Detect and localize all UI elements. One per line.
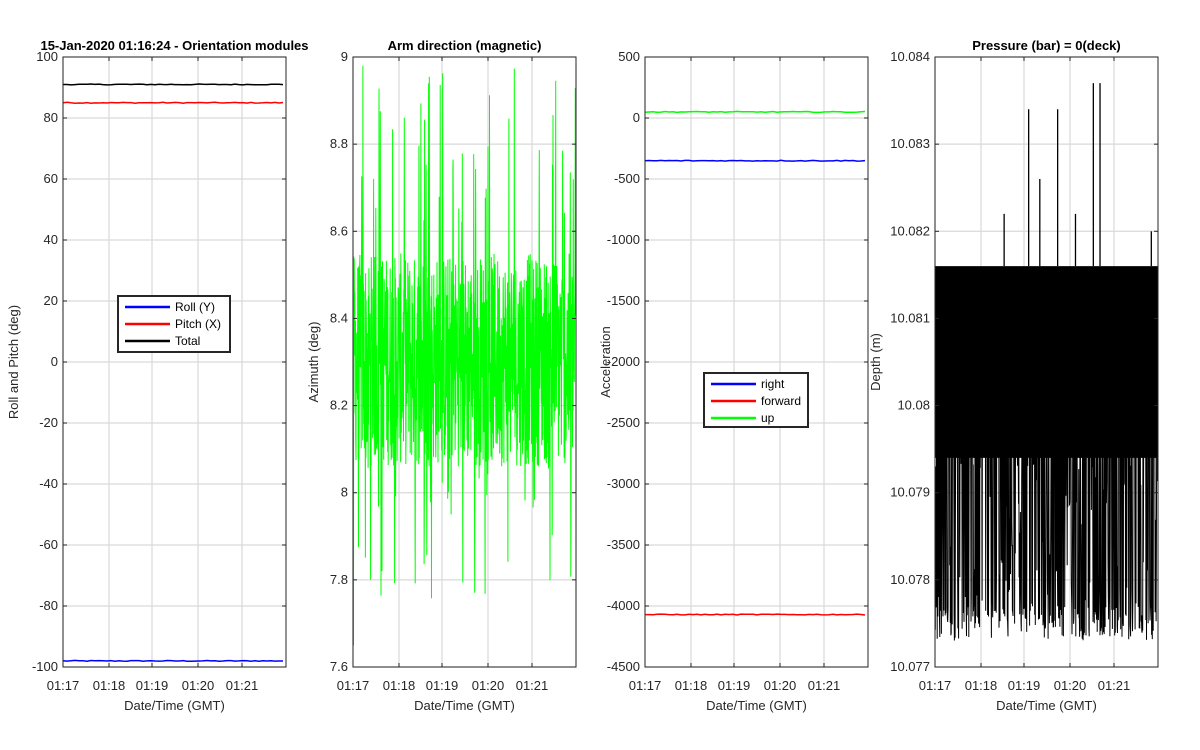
y-tick-label: 20 [44, 293, 58, 308]
y-tick-label: -3500 [607, 537, 640, 552]
x-axis-label: Date/Time (GMT) [706, 698, 807, 713]
series-group [63, 83, 284, 663]
series-line-forward [645, 613, 866, 616]
x-tick-label: 01:18 [675, 678, 708, 693]
x-axis-label: Date/Time (GMT) [124, 698, 225, 713]
x-tick-label: 01:18 [383, 678, 416, 693]
series-group [935, 83, 1158, 641]
legend-label: Total [175, 334, 200, 348]
x-tick-label: 01:19 [1008, 678, 1041, 693]
legend: right forward up [703, 372, 809, 428]
y-tick-label: 10.082 [890, 223, 930, 238]
y-tick-label: 60 [44, 171, 58, 186]
series-group [353, 65, 576, 646]
y-tick-label: 10.078 [890, 572, 930, 587]
y-tick-label: 40 [44, 232, 58, 247]
y-tick-label: 0 [51, 354, 58, 369]
x-tick-label: 01:17 [47, 678, 80, 693]
y-axis-label: Acceleration [598, 326, 613, 398]
y-tick-label: 8 [341, 485, 348, 500]
series-line-total [63, 83, 284, 86]
y-tick-label: -1500 [607, 293, 640, 308]
y-tick-label: 10.08 [897, 398, 930, 413]
y-tick-label: -100 [32, 659, 58, 674]
y-tick-label: -3000 [607, 476, 640, 491]
y-tick-label: -4500 [607, 659, 640, 674]
chart-title: Pressure (bar) = 0(deck) [972, 38, 1120, 53]
legend-label: forward [761, 394, 801, 408]
y-tick-label: -20 [39, 415, 58, 430]
x-tick-label: 01:21 [1098, 678, 1131, 693]
series-line-azimuth [353, 65, 576, 646]
x-tick-label: 01:18 [965, 678, 998, 693]
x-tick-label: 01:21 [226, 678, 259, 693]
series-line-up [645, 110, 866, 114]
y-tick-label: 10.079 [890, 485, 930, 500]
y-tick-label: 8.2 [330, 398, 348, 413]
legend-label: up [761, 411, 775, 425]
y-tick-label: 10.083 [890, 136, 930, 151]
y-tick-label: 7.6 [330, 659, 348, 674]
x-tick-label: 01:20 [1054, 678, 1087, 693]
x-tick-label: 01:20 [764, 678, 797, 693]
axes-frame [352, 56, 577, 668]
legend-label: right [761, 377, 785, 391]
legend: Roll (Y) Pitch (X) Total [117, 295, 231, 353]
y-tick-label: 8.4 [330, 310, 348, 325]
y-tick-label: -1000 [607, 232, 640, 247]
y-tick-label: 100 [36, 49, 58, 64]
y-tick-label: -60 [39, 537, 58, 552]
x-tick-label: 01:21 [808, 678, 841, 693]
legend-label: Pitch (X) [175, 317, 221, 331]
x-tick-label: 01:19 [426, 678, 459, 693]
y-tick-label: -80 [39, 598, 58, 613]
y-tick-label: 500 [618, 49, 640, 64]
chart-2: 7.6 7.8 8 8.2 8.4 8.6 8.8 9 01:17 01:18 01:19 01:20… [306, 38, 577, 713]
series-line-right [645, 159, 866, 162]
y-tick-label: 9 [341, 49, 348, 64]
y-tick-label: 7.8 [330, 572, 348, 587]
x-tick-label: 01:17 [919, 678, 952, 693]
series-line-roll-y- [63, 659, 283, 663]
chart-1: -100 -80 -60 -40 -20 0 20 40 60 80 100 01:17 01:18 01… [6, 38, 309, 713]
x-tick-label: 01:21 [516, 678, 549, 693]
x-tick-label: 01:20 [182, 678, 215, 693]
y-tick-label: -2500 [607, 415, 640, 430]
y-tick-label: 10.081 [890, 310, 930, 325]
series-group [645, 110, 866, 616]
x-tick-label: 01:20 [472, 678, 505, 693]
x-axis-label: Date/Time (GMT) [996, 698, 1097, 713]
x-tick-label: 01:19 [718, 678, 751, 693]
y-axis-label: Depth (m) [868, 333, 883, 391]
x-tick-label: 01:18 [93, 678, 126, 693]
x-tick-label: 01:17 [629, 678, 662, 693]
series-line-pitch-x- [63, 101, 284, 104]
chart-title: 15-Jan-2020 01:16:24 - Orientation modul… [40, 38, 308, 53]
y-tick-label: -2000 [607, 354, 640, 369]
y-tick-label: 10.084 [890, 49, 930, 64]
y-tick-label: 80 [44, 110, 58, 125]
y-tick-label: 8.6 [330, 223, 348, 238]
y-axis-label: Roll and Pitch (deg) [6, 305, 21, 419]
y-tick-label: 0 [633, 110, 640, 125]
chart-4: 10.077 10.078 10.079 10.08 10.081 10.082 10.08… [868, 38, 1159, 713]
chart-3: -4500 -4000 -3500 -3000 -2500 -2000 -1500 -1000… [598, 49, 869, 713]
axes-frame [934, 56, 1159, 668]
y-tick-label: 8.8 [330, 136, 348, 151]
series-line-depth [935, 266, 1158, 641]
y-tick-label: -500 [614, 171, 640, 186]
legend-label: Roll (Y) [175, 300, 215, 314]
x-tick-label: 01:17 [337, 678, 370, 693]
chart-title: Arm direction (magnetic) [388, 38, 542, 53]
y-tick-label: -4000 [607, 598, 640, 613]
y-tick-label: -40 [39, 476, 58, 491]
x-tick-label: 01:19 [136, 678, 169, 693]
x-axis-label: Date/Time (GMT) [414, 698, 515, 713]
y-tick-label: 10.077 [890, 659, 930, 674]
y-axis-label: Azimuth (deg) [306, 322, 321, 403]
